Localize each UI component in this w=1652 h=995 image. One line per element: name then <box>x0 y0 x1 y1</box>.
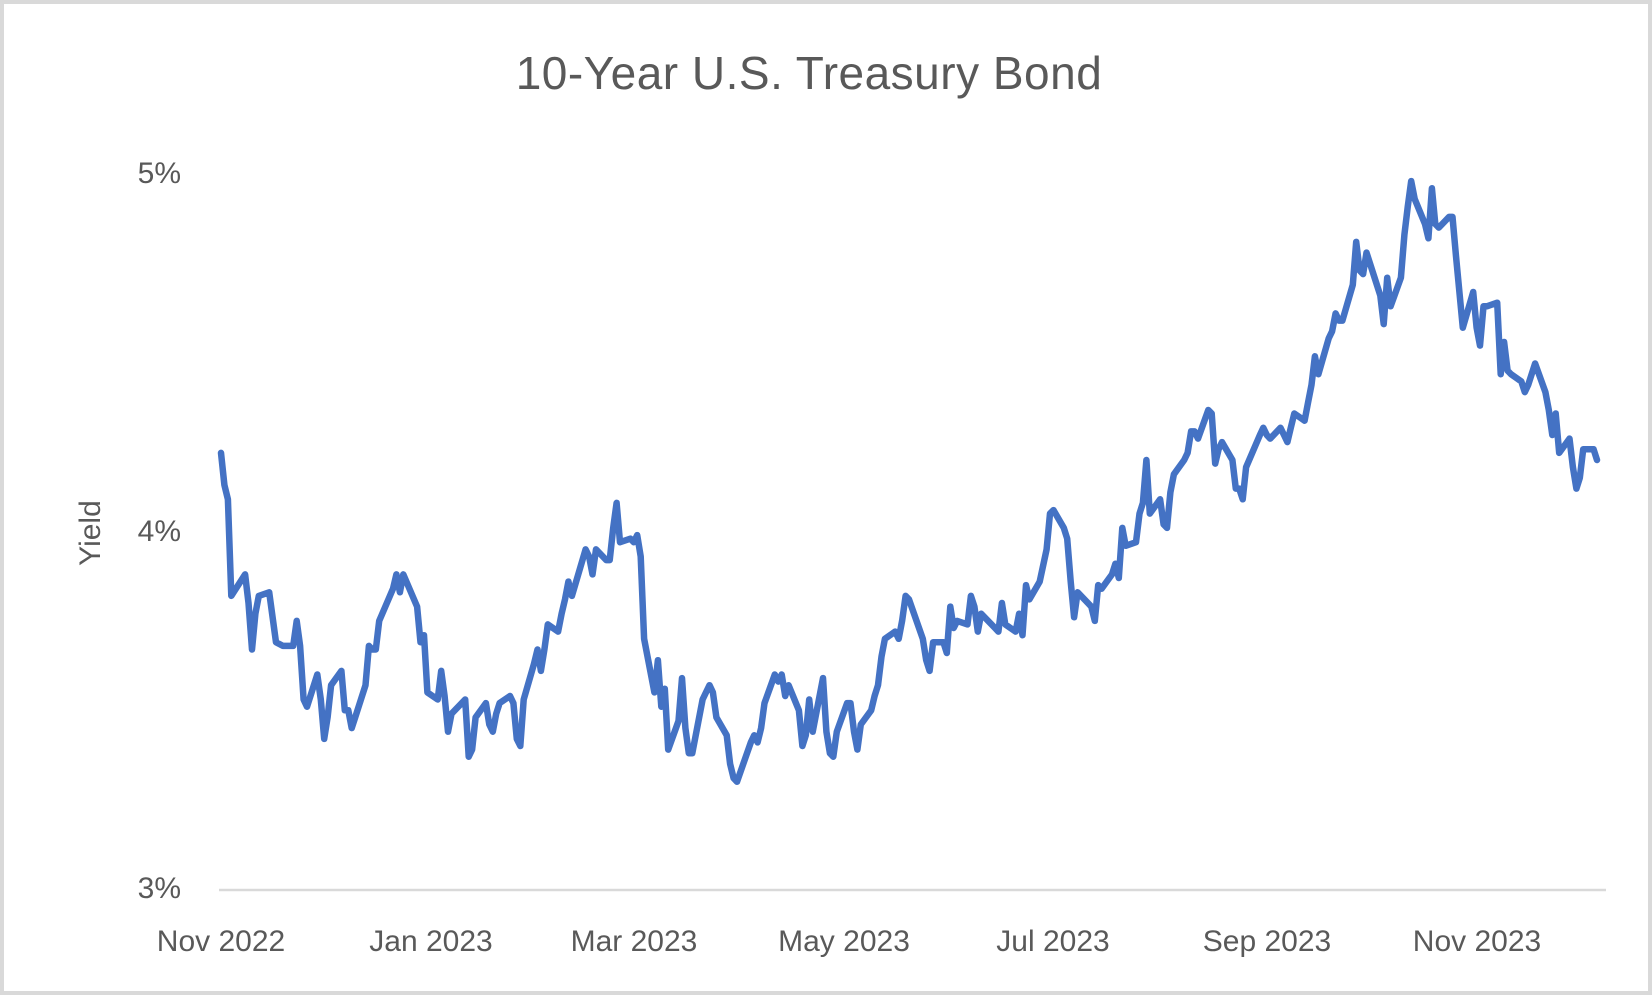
y-tick-label: 5% <box>137 157 181 190</box>
yield-line <box>217 177 1601 786</box>
x-tick-label: Jul 2023 <box>996 925 1110 958</box>
x-tick-label: Nov 2022 <box>156 925 286 958</box>
x-tick-label: Mar 2023 <box>570 925 698 958</box>
yield-line-chart <box>217 177 1606 892</box>
chart-title: 10-Year U.S. Treasury Bond <box>515 47 1103 99</box>
y-tick-label: 4% <box>137 514 181 548</box>
x-tick-label: Nov 2023 <box>1412 925 1542 958</box>
y-tick-label: 3% <box>137 872 181 905</box>
x-tick-label: Sep 2023 <box>1202 925 1332 958</box>
x-tick-label: May 2023 <box>778 925 910 958</box>
x-tick-label: Jan 2023 <box>369 925 493 958</box>
